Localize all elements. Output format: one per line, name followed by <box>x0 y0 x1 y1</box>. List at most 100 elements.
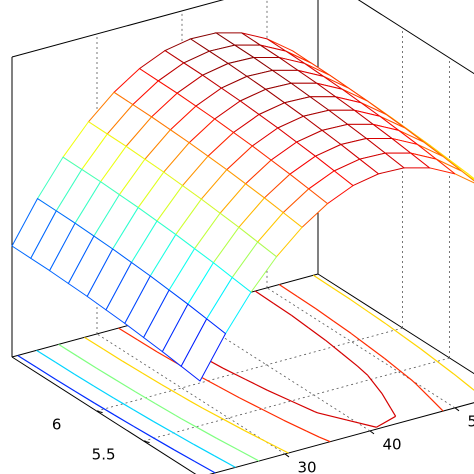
contour-line <box>55 378 76 392</box>
contour-line <box>313 274 333 288</box>
contour-line <box>367 311 387 325</box>
tick-mark <box>454 407 460 412</box>
contour-line <box>381 393 392 409</box>
contour-line <box>115 379 136 393</box>
contour-line <box>290 400 315 413</box>
contour-line <box>222 367 246 380</box>
contour-line <box>356 365 369 376</box>
contour-line <box>36 349 56 363</box>
contour-line <box>331 286 351 300</box>
box-edge <box>317 273 474 375</box>
contour-line <box>349 298 369 313</box>
contour-line <box>244 430 267 443</box>
x-tick-label: 6 <box>52 416 62 434</box>
y-tick-label: 40 <box>382 435 401 453</box>
contour-line <box>195 426 217 439</box>
contour-line <box>113 414 135 428</box>
contour-line <box>297 296 317 310</box>
contour-line <box>113 397 134 411</box>
contour-line <box>333 320 352 334</box>
contour-line <box>189 400 203 409</box>
contour-line <box>175 414 182 420</box>
contour-line <box>173 449 195 462</box>
box-edge <box>11 0 225 58</box>
contour-line <box>122 360 143 374</box>
contour-line <box>318 436 331 443</box>
contour-line <box>135 391 156 405</box>
contour-line <box>402 335 421 350</box>
contour-line <box>173 432 195 445</box>
contour-line <box>315 308 334 322</box>
contour-line <box>214 455 236 468</box>
grid-line <box>266 287 456 409</box>
contour-line <box>306 430 320 438</box>
contour-line <box>223 418 245 432</box>
contour-line <box>341 352 358 367</box>
contour-line <box>239 397 262 410</box>
contour-line <box>181 395 191 402</box>
contour-line <box>469 386 474 391</box>
grid-line <box>96 333 286 455</box>
y-tick-label: 50 <box>467 412 474 430</box>
contour-line <box>96 367 117 381</box>
contour-line <box>384 358 401 372</box>
contour-line <box>325 339 342 354</box>
contour-line <box>133 426 155 439</box>
contour-line <box>180 418 197 428</box>
contour-line <box>237 449 260 462</box>
contour-line <box>36 366 56 380</box>
contour-line <box>261 408 284 421</box>
contour-line <box>58 343 78 357</box>
contour-line <box>291 314 309 329</box>
contour-line <box>420 348 438 362</box>
contour-line <box>367 374 372 380</box>
contour-line <box>17 354 37 368</box>
contour-line <box>132 409 154 422</box>
contour-line <box>74 373 95 387</box>
x-axis <box>11 356 197 474</box>
contour-line <box>216 437 239 451</box>
tick-mark <box>369 430 375 435</box>
contour-line <box>453 373 471 388</box>
contour-line <box>156 351 178 365</box>
grid-line <box>96 327 403 412</box>
contour-line <box>93 385 114 399</box>
contour-line <box>103 348 123 362</box>
contour-line <box>161 384 183 397</box>
contour-line <box>273 302 292 316</box>
contour-line <box>202 407 224 420</box>
contour-line <box>436 360 455 375</box>
contour-line <box>385 323 404 337</box>
contour-line <box>278 284 298 298</box>
contour-line <box>77 355 97 369</box>
contour-line <box>411 379 417 385</box>
y-tick-label: 30 <box>297 458 316 474</box>
contour-line <box>155 403 176 416</box>
contour-line <box>317 412 348 421</box>
contour-line <box>350 332 369 347</box>
contour-line <box>193 443 215 457</box>
contour-line <box>153 437 175 451</box>
contour-line <box>74 390 95 404</box>
contour-line <box>84 336 104 350</box>
contour-line <box>94 402 115 416</box>
tick-mark <box>143 440 150 444</box>
contour-line <box>218 385 240 399</box>
contour-line <box>118 327 139 341</box>
contour-line <box>346 419 377 428</box>
contour-line <box>390 407 397 417</box>
contour-line <box>283 419 307 432</box>
contour-line <box>429 397 444 412</box>
contour-line <box>267 389 292 402</box>
contour-line <box>244 378 268 391</box>
contour-line <box>152 420 174 434</box>
contour-line <box>194 460 216 474</box>
box-edge <box>357 0 474 75</box>
contour-line <box>400 370 413 381</box>
contour-line <box>415 383 431 399</box>
contour-line <box>308 327 326 341</box>
contour-line <box>137 339 158 353</box>
contour-line <box>55 361 75 375</box>
contour-line <box>314 411 318 414</box>
